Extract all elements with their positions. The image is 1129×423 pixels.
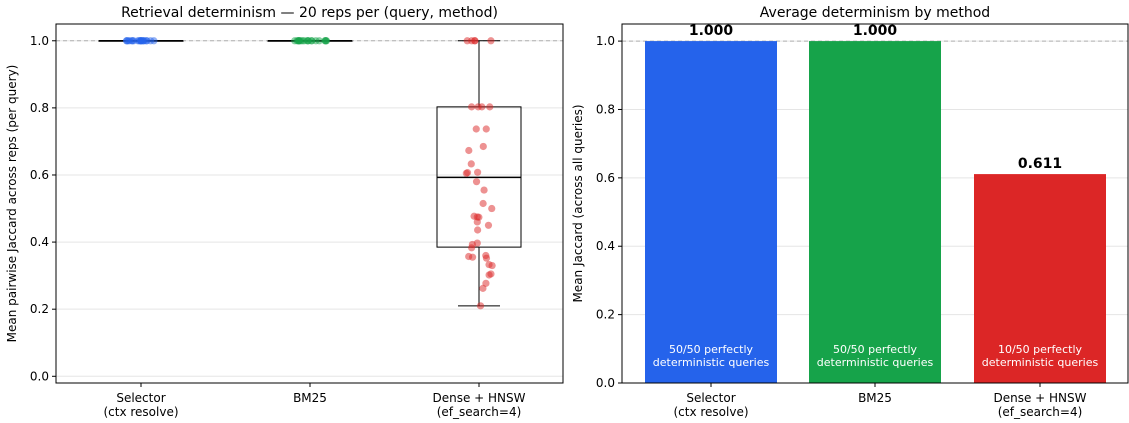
bar [974,174,1106,383]
data-point [484,221,493,229]
bar-inner-label: deterministic queries [817,356,934,369]
panel-1: 0.0 0.2 0.4 0.6 0.8 1.0 Selector(ctx resolve) B… [5,5,564,419]
data-point [486,103,494,111]
bar-inner-label: deterministic queries [653,356,770,369]
data-point [479,142,487,151]
data-point [465,146,473,155]
data-point [487,37,495,45]
data-point [294,37,302,45]
bar-inner-label: 10/50 perfectly [998,343,1083,356]
y-tick-label: 0.0 [596,376,615,390]
y-tick-label: 0.8 [30,101,49,115]
data-point [488,261,496,270]
data-point [300,37,308,45]
data-point [472,178,481,186]
data-point [482,125,490,133]
y-tick-label: 0.4 [30,235,49,249]
data-point [478,103,486,111]
data-point [468,103,476,111]
y-axis-label: Mean Jaccard (across all queries) [571,104,585,302]
y-tick-label: 0.4 [596,239,615,253]
x-tick-label: Dense + HNSW [432,391,525,405]
data-point [479,199,487,208]
data-point [480,186,488,194]
data-point [315,37,323,45]
data-point [474,168,482,176]
data-point [462,169,470,177]
bar-inner-label: deterministic queries [982,356,1099,369]
y-tick-label: 0.2 [596,308,615,322]
data-point [468,253,477,261]
bar-value-label: 1.000 [689,23,734,39]
data-point [467,160,475,168]
y-tick-label: 0.0 [30,369,49,383]
y-tick-label: 0.6 [596,171,615,185]
x-tick-label: Dense + HNSW [993,391,1086,405]
chart-title: Average determinism by method [760,5,990,21]
y-axis-label: Mean pairwise Jaccard across reps (per q… [5,65,19,343]
data-point [473,218,481,226]
data-point [479,284,487,292]
x-tick-label: BM25 [858,391,892,405]
axes-frame [55,23,564,384]
data-point [307,37,316,45]
axes-frame-top [621,23,1129,384]
data-point [472,125,480,133]
x-tick-label: Selector [686,391,735,405]
data-point [468,37,476,45]
bar-inner-label: 50/50 perfectly [669,343,754,356]
data-point [125,37,133,45]
data-point [322,37,331,45]
bar [645,41,777,383]
bar-inner-label: 50/50 perfectly [833,343,918,356]
panel-2: 0.0 0.2 0.4 0.6 0.8 1.0 Selector(ctx resolve) B… [571,5,1129,419]
data-point [488,204,496,213]
x-tick-sublabel: (ctx resolve) [103,405,178,419]
x-tick-label: Selector [116,391,165,405]
y-tick-label: 0.2 [30,302,49,316]
x-tick-sublabel: (ef_search=4) [437,405,522,419]
data-point [474,226,482,234]
data-point [485,271,493,279]
y-tick-label: 1.0 [596,34,615,48]
data-point [136,37,145,45]
bar [809,41,941,383]
data-point [482,254,491,262]
bar-value-label: 0.611 [1018,156,1062,172]
y-tick-label: 1.0 [30,34,49,48]
bar-value-label: 1.000 [853,23,898,39]
data-point [476,302,485,310]
x-tick-label: BM25 [293,391,327,405]
chart-title: Retrieval determinism — 20 reps per (que… [121,5,498,21]
y-tick-label: 0.8 [596,102,615,116]
x-tick-sublabel: (ctx resolve) [673,405,748,419]
x-tick-sublabel: (ef_search=4) [998,405,1083,419]
y-tick-label: 0.6 [30,168,49,182]
data-point [468,244,476,252]
